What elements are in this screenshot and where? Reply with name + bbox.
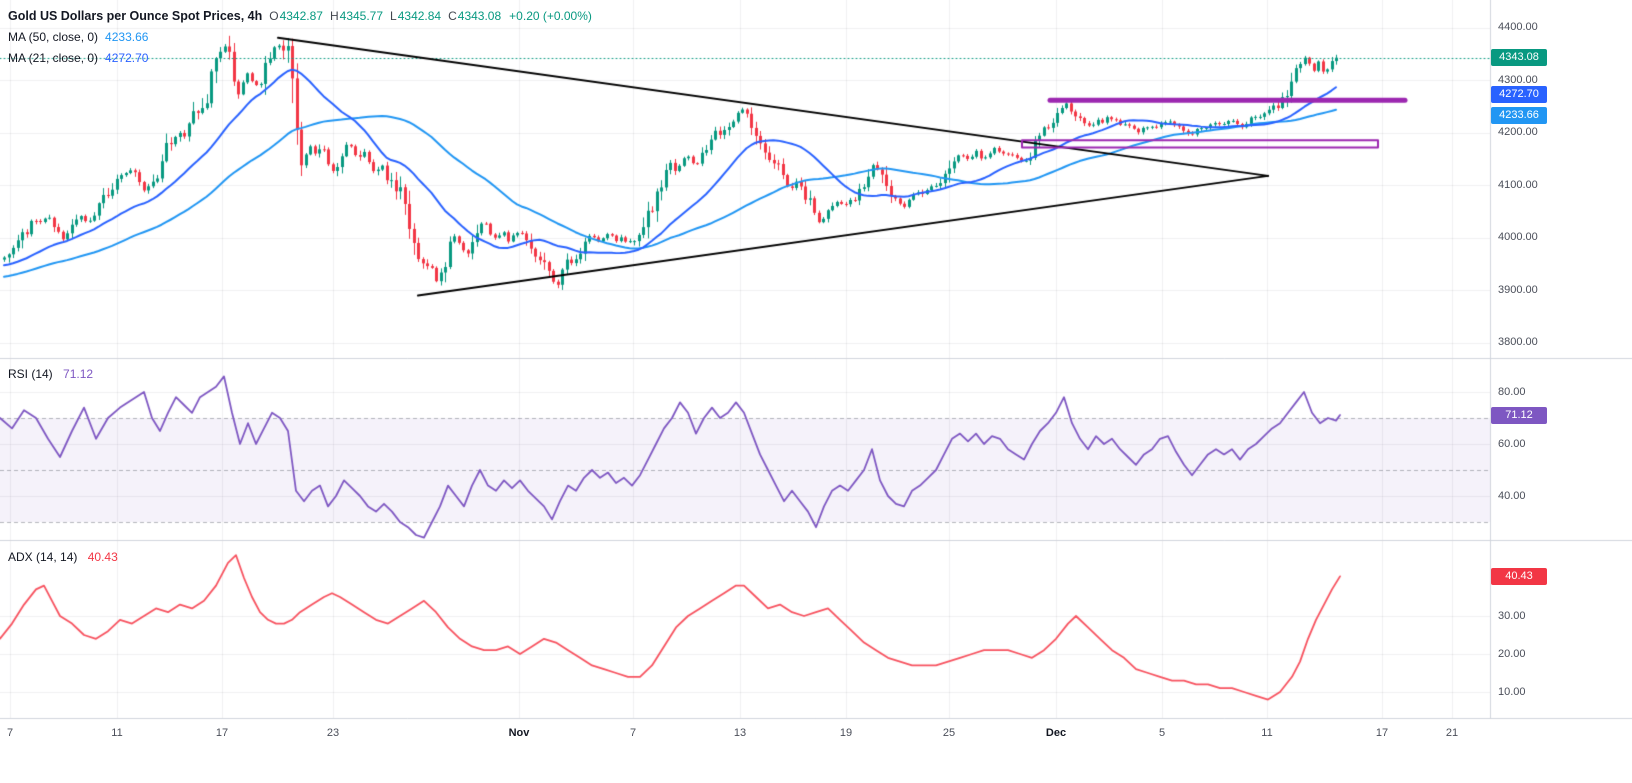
ohlc-high-label: H xyxy=(329,9,339,23)
ma50-legend-row[interactable]: MA (50, close, 0) 4233.66 xyxy=(8,27,592,48)
ohlc-low: L4342.84 xyxy=(390,6,441,27)
axis-tick-label: 60.00 xyxy=(1498,437,1526,450)
ohlc-close: C4343.08 xyxy=(448,6,501,27)
ohlc-low-label: L xyxy=(390,9,397,23)
rsi-value-badge: 71.12 xyxy=(1491,406,1547,424)
axis-tick-label: 4100.00 xyxy=(1498,178,1538,191)
adx-value: 40.43 xyxy=(87,550,118,564)
time-axis[interactable]: 7 11 17 23 Nov 7 13 19 25 Dec 5 11 17 21 xyxy=(0,718,1632,758)
axis-tick-label: 4200.00 xyxy=(1498,126,1538,139)
time-axis-label: 17 xyxy=(215,727,229,739)
axis-tick-label: 10.00 xyxy=(1498,685,1526,698)
time-axis-label: 23 xyxy=(326,727,340,739)
time-axis-label: 17 xyxy=(1375,727,1389,739)
time-axis-label: 11 xyxy=(1261,727,1273,739)
time-axis-label: Nov xyxy=(508,727,530,739)
time-axis-label: Dec xyxy=(1045,727,1067,739)
time-axis-label: 11 xyxy=(111,727,123,739)
ohlc-low-value: 4342.84 xyxy=(397,9,442,23)
axis-tick-label: 40.00 xyxy=(1498,489,1526,502)
axis-tick-label: 20.00 xyxy=(1498,647,1526,660)
price-change: +0.20 (+0.00%) xyxy=(509,9,592,23)
symbol-legend-row[interactable]: Gold US Dollars per Ounce Spot Prices, 4… xyxy=(8,6,592,27)
adx-legend[interactable]: ADX (14, 14) 40.43 xyxy=(8,547,118,568)
ma50-badge: 4233.66 xyxy=(1491,106,1547,124)
axis-tick-label: 4000.00 xyxy=(1498,231,1538,244)
axis-tick-label: 80.00 xyxy=(1498,385,1526,398)
ohlc-open: O4342.87 xyxy=(269,6,323,27)
time-axis-label: 5 xyxy=(1158,727,1166,739)
time-axis-label: 19 xyxy=(839,727,853,739)
axis-tick-label: 30.00 xyxy=(1498,609,1526,622)
main-legend: Gold US Dollars per Ounce Spot Prices, 4… xyxy=(8,6,592,69)
adx-label: ADX (14, 14) xyxy=(8,550,78,564)
time-axis-label: 13 xyxy=(733,727,747,739)
ma50-label: MA (50, close, 0) xyxy=(8,30,99,44)
axis-tick-label: 3800.00 xyxy=(1498,336,1538,349)
ohlc-open-label: O xyxy=(269,9,279,23)
axis-tick-label: 4400.00 xyxy=(1498,21,1538,34)
symbol-title: Gold US Dollars per Ounce Spot Prices, 4… xyxy=(8,9,263,23)
ohlc-open-value: 4342.87 xyxy=(279,9,323,23)
ohlc-close-label: C xyxy=(448,9,457,23)
time-axis-label: 7 xyxy=(629,727,637,739)
ma21-legend-row[interactable]: MA (21, close, 0) 4272.70 xyxy=(8,48,592,69)
ohlc-high: H4345.77 xyxy=(330,6,383,27)
price-axis[interactable]: 4400.00 4300.00 4200.00 4100.00 4000.00 3900.… xyxy=(1490,0,1632,718)
current-price-badge: 4343.08 xyxy=(1491,49,1547,67)
time-axis-label: 25 xyxy=(942,727,956,739)
ma50-value: 4233.66 xyxy=(105,30,149,44)
ma21-value: 4272.70 xyxy=(105,51,149,65)
rsi-label: RSI (14) xyxy=(8,367,53,381)
ohlc-close-value: 4343.08 xyxy=(457,9,502,23)
ma21-badge: 4272.70 xyxy=(1491,86,1547,104)
adx-value-badge: 40.43 xyxy=(1491,567,1547,585)
rsi-value: 71.12 xyxy=(63,367,94,381)
axis-tick-label: 3900.00 xyxy=(1498,283,1538,296)
ma21-label: MA (21, close, 0) xyxy=(8,51,99,65)
ohlc-high-value: 4345.77 xyxy=(339,9,384,23)
axis-tick-label: 4300.00 xyxy=(1498,73,1538,86)
time-axis-label: 7 xyxy=(6,727,14,739)
time-axis-label: 21 xyxy=(1445,727,1459,739)
rsi-legend[interactable]: RSI (14) 71.12 xyxy=(8,364,93,385)
